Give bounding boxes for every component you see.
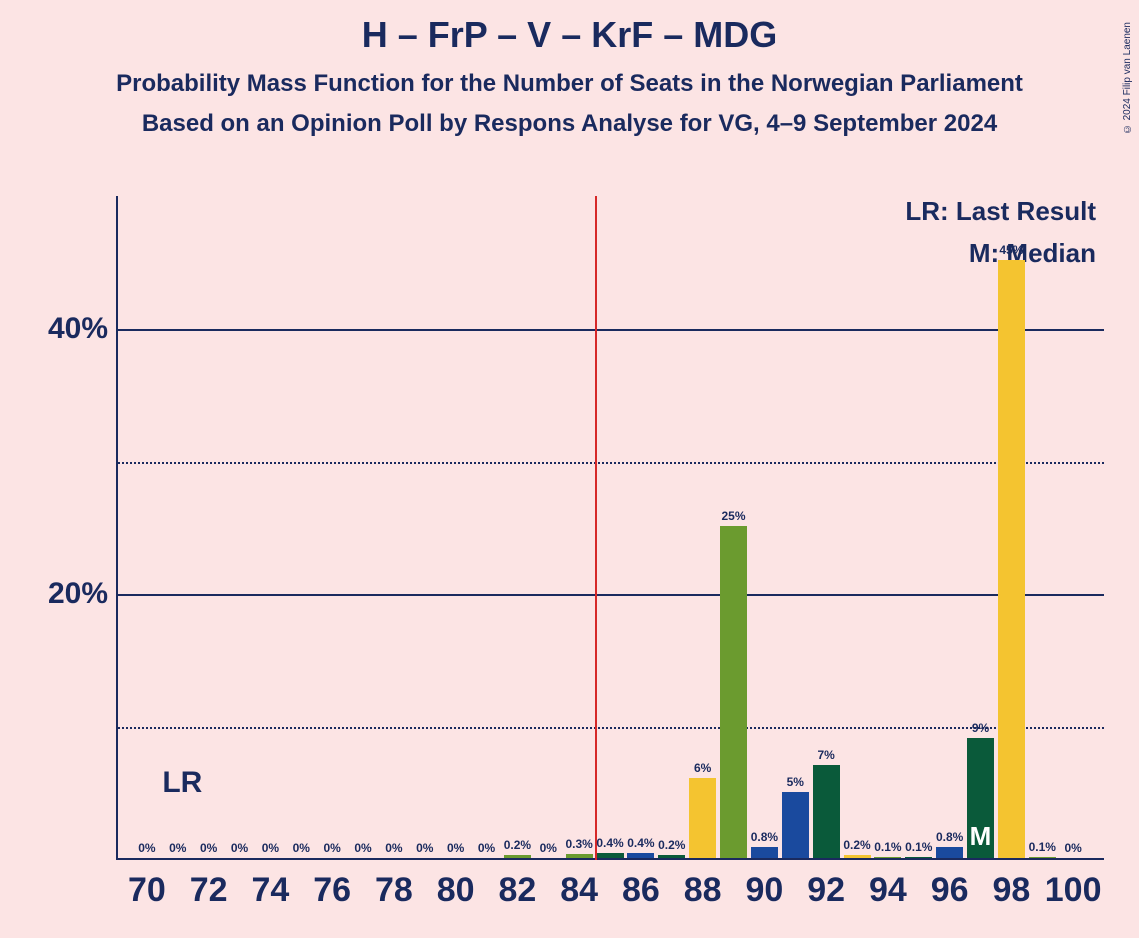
x-tick-label: 82 — [498, 871, 536, 910]
x-tick-label: 76 — [313, 871, 351, 910]
bar-value-label: 0% — [447, 841, 464, 855]
bar-value-label: 0% — [169, 841, 186, 855]
bar-value-label: 0% — [540, 841, 557, 855]
bar-value-label: 0% — [200, 841, 217, 855]
bar — [658, 855, 685, 858]
x-tick-label: 88 — [684, 871, 722, 910]
bar — [504, 855, 531, 858]
bar — [936, 847, 963, 858]
grid-line-major — [118, 329, 1104, 331]
bar-value-label: 45% — [999, 243, 1023, 257]
x-tick-label: 74 — [251, 871, 289, 910]
chart-subtitle2: Based on an Opinion Poll by Respons Anal… — [0, 110, 1139, 138]
bar-value-label: 0% — [478, 841, 495, 855]
plot-area: LR: Last Result M: Median 20%40%70727476… — [116, 196, 1104, 860]
bar — [751, 847, 778, 858]
bar-value-label: 0.4% — [596, 836, 623, 850]
bar — [998, 260, 1025, 858]
bar-value-label: 0.4% — [627, 836, 654, 850]
y-tick-label: 20% — [8, 577, 108, 611]
copyright-text: © 2024 Filip van Laenen — [1122, 22, 1133, 134]
x-tick-label: 92 — [807, 871, 845, 910]
x-axis — [116, 858, 1104, 860]
chart-title: H – FrP – V – KrF – MDG — [0, 14, 1139, 56]
bar-value-label: 0.1% — [874, 840, 901, 854]
y-tick-label: 40% — [8, 312, 108, 346]
grid-line-major — [118, 594, 1104, 596]
legend-last-result: LR: Last Result — [905, 196, 1096, 227]
bar — [720, 526, 747, 858]
bar-value-label: 0.8% — [751, 830, 778, 844]
x-tick-label: 70 — [128, 871, 166, 910]
x-tick-label: 78 — [375, 871, 413, 910]
bar-value-label: 0% — [262, 841, 279, 855]
bar — [782, 792, 809, 858]
bar — [905, 857, 932, 858]
x-tick-label: 86 — [622, 871, 660, 910]
bar-value-label: 0.1% — [1029, 840, 1056, 854]
median-marker: M — [970, 821, 992, 852]
bar-value-label: 0% — [1064, 841, 1081, 855]
x-tick-label: 84 — [560, 871, 598, 910]
bar-value-label: 0% — [293, 841, 310, 855]
bar-value-label: 0% — [385, 841, 402, 855]
x-tick-label: 98 — [992, 871, 1030, 910]
bar-value-label: 0% — [416, 841, 433, 855]
x-tick-label: 90 — [745, 871, 783, 910]
grid-line-minor — [118, 727, 1104, 729]
bar-value-label: 5% — [787, 775, 804, 789]
bar — [627, 853, 654, 858]
last-result-label: LR — [162, 766, 202, 800]
bar-value-label: 0% — [138, 841, 155, 855]
bar-value-label: 6% — [694, 761, 711, 775]
bar-value-label: 0.1% — [905, 840, 932, 854]
last-result-line — [595, 196, 597, 860]
x-tick-label: 72 — [190, 871, 228, 910]
chart-subtitle: Probability Mass Function for the Number… — [0, 70, 1139, 98]
bar — [689, 778, 716, 858]
bar-value-label: 0.2% — [843, 838, 870, 852]
bar-value-label: 0% — [323, 841, 340, 855]
bar — [566, 854, 593, 858]
x-tick-label: 100 — [1045, 871, 1102, 910]
bar-value-label: 0.2% — [658, 838, 685, 852]
bar — [1029, 857, 1056, 858]
bar — [597, 853, 624, 858]
bar-value-label: 25% — [721, 509, 745, 523]
bar — [874, 857, 901, 858]
grid-line-minor — [118, 462, 1104, 464]
bar-value-label: 0.8% — [936, 830, 963, 844]
bar-value-label: 9% — [972, 721, 989, 735]
x-tick-label: 94 — [869, 871, 907, 910]
bar-value-label: 0% — [354, 841, 371, 855]
bar-value-label: 0% — [231, 841, 248, 855]
legend-median: M: Median — [969, 238, 1096, 269]
bar — [813, 765, 840, 858]
bar-value-label: 0.3% — [565, 837, 592, 851]
bar-value-label: 7% — [817, 748, 834, 762]
y-axis — [116, 196, 118, 860]
x-tick-label: 96 — [931, 871, 969, 910]
x-tick-label: 80 — [437, 871, 475, 910]
bar-value-label: 0.2% — [504, 838, 531, 852]
bar — [844, 855, 871, 858]
